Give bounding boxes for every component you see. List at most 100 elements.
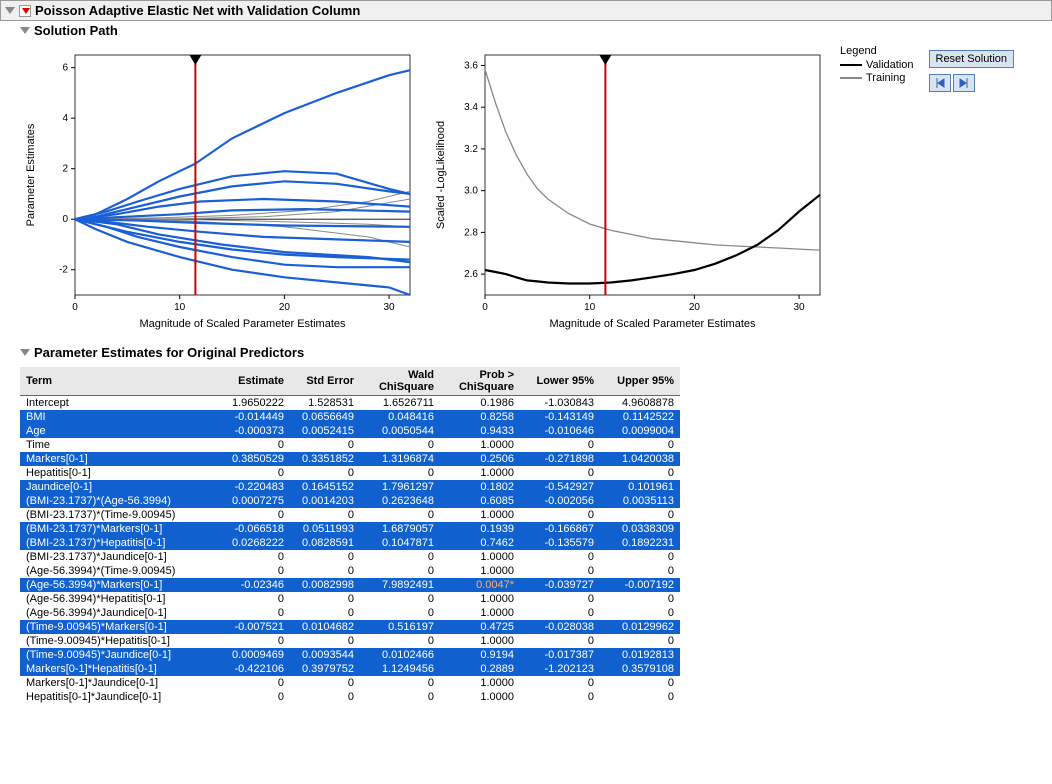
table-cell: -0.014449 <box>220 410 290 424</box>
legend-label: Validation <box>866 59 914 71</box>
table-row[interactable]: (Time-9.00945)*Markers[0-1]-0.0075210.01… <box>20 620 680 634</box>
legend-title: Legend <box>840 45 914 57</box>
menu-icon[interactable] <box>19 5 31 17</box>
table-cell: 0 <box>520 690 600 704</box>
table-cell: 0.3579108 <box>600 662 680 676</box>
table-cell: 0.0009469 <box>220 648 290 662</box>
table-cell: 0 <box>600 438 680 452</box>
table-cell: 0 <box>220 690 290 704</box>
table-cell: 0 <box>600 564 680 578</box>
table-cell: 0 <box>600 550 680 564</box>
table-row[interactable]: (Age-56.3994)*Hepatitis[0-1]0001.000000 <box>20 592 680 606</box>
table-cell: -0.039727 <box>520 578 600 592</box>
table-row[interactable]: Markers[0-1]*Jaundice[0-1]0001.000000 <box>20 676 680 690</box>
disclosure-icon[interactable] <box>20 349 30 356</box>
param-estimates-table: TermEstimateStd ErrorWaldChiSquareProb >… <box>20 367 680 704</box>
table-cell: 0.0511993 <box>290 522 360 536</box>
table-cell: 1.0000 <box>440 564 520 578</box>
table-cell: 0 <box>360 690 440 704</box>
disclosure-icon[interactable] <box>5 7 15 14</box>
table-row[interactable]: Age-0.0003730.00524150.00505440.9433-0.0… <box>20 424 680 438</box>
table-cell: 1.0000 <box>440 606 520 620</box>
table-cell: 0 <box>360 592 440 606</box>
table-row[interactable]: Time0001.000000 <box>20 438 680 452</box>
table-cell: 0.048416 <box>360 410 440 424</box>
svg-text:6: 6 <box>62 63 68 74</box>
legend-line-icon <box>840 77 862 79</box>
table-cell: 0 <box>520 634 600 648</box>
table-cell: 0 <box>600 466 680 480</box>
table-cell: 0.1645152 <box>290 480 360 494</box>
table-row[interactable]: Intercept1.96502221.5285311.65267110.198… <box>20 396 680 411</box>
table-cell: 0 <box>290 592 360 606</box>
table-cell: 0 <box>290 606 360 620</box>
table-cell: 0.516197 <box>360 620 440 634</box>
table-cell: 0.0102466 <box>360 648 440 662</box>
table-cell: 0.2889 <box>440 662 520 676</box>
svg-text:3.6: 3.6 <box>464 60 478 71</box>
table-cell: 1.0000 <box>440 676 520 690</box>
table-row[interactable]: (BMI-23.1737)*Hepatitis[0-1]0.02682220.0… <box>20 536 680 550</box>
table-cell: 0.0192813 <box>600 648 680 662</box>
table-row[interactable]: (Time-9.00945)*Hepatitis[0-1]0001.000000 <box>20 634 680 648</box>
table-cell: 0 <box>360 438 440 452</box>
table-cell: 0 <box>290 676 360 690</box>
disclosure-icon[interactable] <box>20 27 30 34</box>
charts-row: -202460102030Magnitude of Scaled Paramet… <box>0 40 1052 343</box>
svg-text:2.8: 2.8 <box>464 227 478 238</box>
legend-validation: Validation <box>840 59 914 71</box>
table-header: Estimate <box>220 367 290 396</box>
svg-text:Magnitude of Scaled Parameter: Magnitude of Scaled Parameter Estimates <box>549 318 756 330</box>
table-header: WaldChiSquare <box>360 367 440 396</box>
table-cell: (Age-56.3994)*Markers[0-1] <box>20 578 220 592</box>
table-row[interactable]: Hepatitis[0-1]0001.000000 <box>20 466 680 480</box>
table-cell: 0 <box>360 564 440 578</box>
table-cell: 1.1249456 <box>360 662 440 676</box>
loglikelihood-chart[interactable]: 2.62.83.03.23.43.60102030Magnitude of Sc… <box>430 45 830 338</box>
table-cell: 1.0000 <box>440 508 520 522</box>
table-cell: -0.220483 <box>220 480 290 494</box>
table-row[interactable]: (BMI-23.1737)*Markers[0-1]-0.0665180.051… <box>20 522 680 536</box>
table-cell: 0 <box>600 606 680 620</box>
table-row[interactable]: Markers[0-1]*Hepatitis[0-1]-0.4221060.39… <box>20 662 680 676</box>
table-cell: 0 <box>220 466 290 480</box>
table-row[interactable]: (Age-56.3994)*Jaundice[0-1]0001.000000 <box>20 606 680 620</box>
table-row[interactable]: (Age-56.3994)*(Time-9.00945)0001.000000 <box>20 564 680 578</box>
table-cell: 0 <box>360 634 440 648</box>
reset-solution-button[interactable]: Reset Solution <box>929 50 1015 68</box>
table-row[interactable]: Jaundice[0-1]-0.2204830.16451521.7961297… <box>20 480 680 494</box>
table-row[interactable]: (Time-9.00945)*Jaundice[0-1]0.00094690.0… <box>20 648 680 662</box>
table-cell: 0.1892231 <box>600 536 680 550</box>
table-cell: 0 <box>220 592 290 606</box>
table-cell: (Age-56.3994)*Jaundice[0-1] <box>20 606 220 620</box>
table-row[interactable]: (Age-56.3994)*Markers[0-1]-0.023460.0082… <box>20 578 680 592</box>
svg-text:Scaled -LogLikelihood: Scaled -LogLikelihood <box>435 121 447 229</box>
table-cell: 0.8258 <box>440 410 520 424</box>
step-back-button[interactable] <box>929 74 951 92</box>
table-cell: 0 <box>600 634 680 648</box>
table-row[interactable]: (BMI-23.1737)*(Age-56.3994)0.00072750.00… <box>20 494 680 508</box>
table-cell: 0.0014203 <box>290 494 360 508</box>
step-forward-button[interactable] <box>953 74 975 92</box>
table-row[interactable]: (BMI-23.1737)*Jaundice[0-1]0001.000000 <box>20 550 680 564</box>
table-cell: 4.9608878 <box>600 396 680 411</box>
svg-text:0: 0 <box>72 302 78 313</box>
table-cell: 0.3850529 <box>220 452 290 466</box>
table-cell: Markers[0-1]*Jaundice[0-1] <box>20 676 220 690</box>
table-row[interactable]: Markers[0-1]0.38505290.33518521.31968740… <box>20 452 680 466</box>
main-title: Poisson Adaptive Elastic Net with Valida… <box>35 3 360 18</box>
table-cell: 0 <box>290 690 360 704</box>
table-row[interactable]: BMI-0.0144490.06566490.0484160.8258-0.14… <box>20 410 680 424</box>
table-cell: 1.0000 <box>440 690 520 704</box>
solution-path-chart[interactable]: -202460102030Magnitude of Scaled Paramet… <box>20 45 420 338</box>
table-cell: 1.9650222 <box>220 396 290 411</box>
table-row[interactable]: Hepatitis[0-1]*Jaundice[0-1]0001.000000 <box>20 690 680 704</box>
table-cell: 0 <box>600 508 680 522</box>
table-cell: 0 <box>290 550 360 564</box>
table-cell: 0 <box>520 550 600 564</box>
table-cell: 0.2623648 <box>360 494 440 508</box>
solution-path-header: Solution Path <box>0 21 1052 40</box>
table-row[interactable]: (BMI-23.1737)*(Time-9.00945)0001.000000 <box>20 508 680 522</box>
table-cell: 0 <box>520 508 600 522</box>
table-cell: 0.0050544 <box>360 424 440 438</box>
